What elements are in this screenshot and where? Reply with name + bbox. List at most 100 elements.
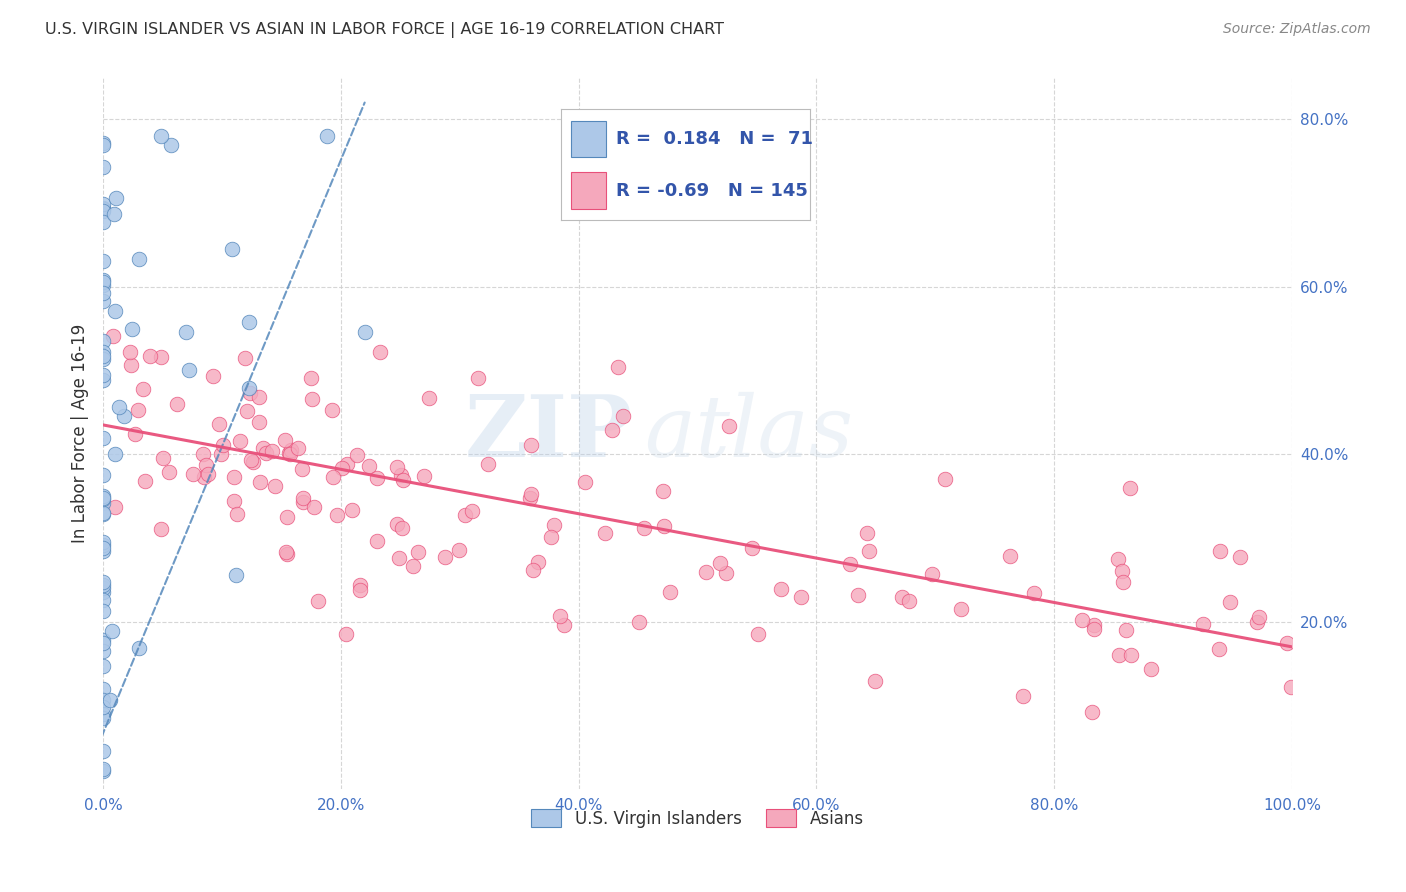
Point [91, 137, 114, 152]
Point [191, 447, 214, 461]
Point [1191, 616, 1213, 631]
Point [1219, 595, 1241, 609]
Point [91, 700, 114, 714]
Point [91, 711, 114, 725]
Point [225, 568, 247, 582]
Point [897, 594, 920, 608]
Point [101, 624, 124, 639]
Point [179, 363, 201, 377]
Point [91, 293, 114, 308]
Point [1011, 690, 1033, 704]
Point [274, 434, 297, 448]
Point [195, 458, 218, 473]
Point [302, 500, 325, 515]
Point [91, 201, 114, 215]
Point [540, 530, 562, 544]
Point [221, 242, 243, 256]
Point [235, 403, 257, 417]
Point [543, 518, 565, 533]
Point [949, 601, 972, 615]
Point [1022, 586, 1045, 600]
Point [98, 692, 121, 706]
Point [366, 471, 388, 485]
Point [101, 329, 124, 343]
Point [330, 461, 353, 475]
Point [91, 538, 114, 552]
Point [124, 426, 146, 441]
Point [326, 508, 349, 522]
Point [242, 455, 264, 469]
Point [391, 467, 413, 482]
Point [1208, 641, 1230, 656]
Point [890, 590, 912, 604]
Point [1119, 648, 1142, 662]
Point [91, 202, 114, 217]
Point [91, 334, 114, 349]
Point [391, 521, 413, 535]
Point [240, 453, 263, 467]
Point [858, 543, 880, 558]
Point [238, 315, 260, 329]
Point [91, 196, 114, 211]
Point [91, 273, 114, 287]
Point [91, 584, 114, 599]
Point [336, 457, 359, 471]
Point [208, 417, 231, 431]
Point [149, 350, 172, 364]
Point [128, 252, 150, 267]
Point [322, 469, 344, 483]
Point [1111, 564, 1133, 578]
Point [150, 522, 173, 536]
Point [150, 129, 173, 144]
Point [103, 207, 125, 221]
Point [522, 563, 544, 577]
Point [349, 578, 371, 592]
Text: atlas: atlas [644, 392, 853, 475]
Point [211, 438, 233, 452]
Point [91, 644, 114, 658]
Point [934, 472, 956, 486]
Point [91, 490, 114, 504]
Point [307, 593, 329, 607]
Point [714, 566, 737, 581]
Text: ZIP: ZIP [464, 392, 633, 475]
Point [209, 447, 232, 461]
Text: U.S. VIRGIN ISLANDER VS ASIAN IN LABOR FORCE | AGE 16-19 CORRELATION CHART: U.S. VIRGIN ISLANDER VS ASIAN IN LABOR F… [45, 22, 724, 38]
Point [91, 468, 114, 483]
Point [741, 541, 763, 556]
Point [301, 392, 323, 406]
Point [839, 557, 862, 571]
Point [91, 285, 114, 300]
Point [357, 458, 380, 473]
Point [574, 475, 596, 489]
Point [91, 349, 114, 363]
Point [321, 403, 343, 417]
Point [222, 470, 245, 484]
Point [1115, 623, 1137, 637]
Point [406, 545, 429, 559]
Point [91, 544, 114, 558]
Point [1107, 551, 1129, 566]
Point [91, 707, 114, 722]
Point [91, 275, 114, 289]
Point [103, 447, 125, 461]
Point [553, 618, 575, 632]
Point [789, 590, 811, 604]
Point [454, 508, 477, 523]
Point [91, 507, 114, 521]
Point [222, 494, 245, 508]
Point [238, 381, 260, 395]
Point [392, 473, 415, 487]
Point [654, 519, 676, 533]
Point [193, 469, 215, 483]
Point [134, 474, 156, 488]
Point [277, 446, 299, 460]
Point [91, 578, 114, 592]
Point [1140, 662, 1163, 676]
Text: Source: ZipAtlas.com: Source: ZipAtlas.com [1223, 22, 1371, 37]
Point [290, 462, 312, 476]
Point [413, 469, 436, 483]
Point [152, 451, 174, 466]
Point [91, 692, 114, 706]
Point [527, 555, 550, 569]
